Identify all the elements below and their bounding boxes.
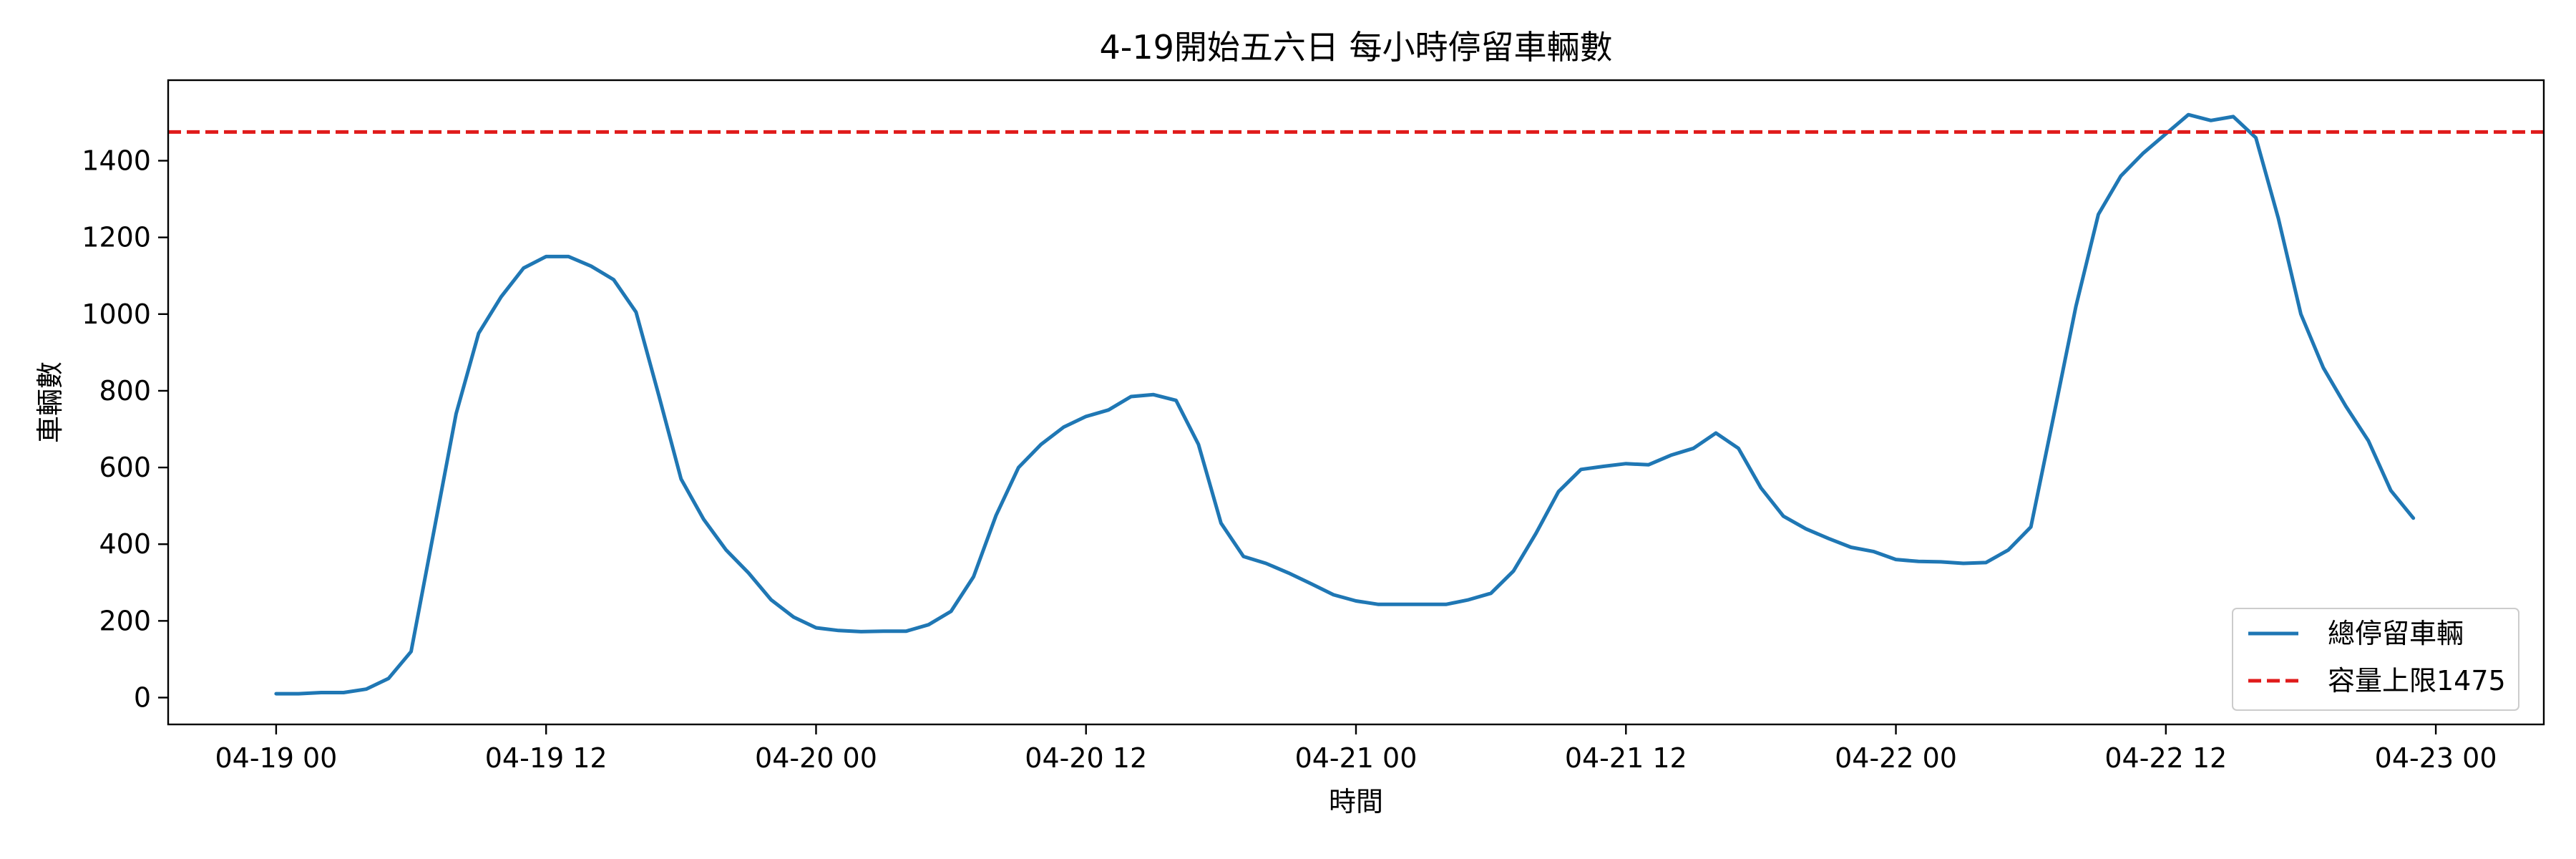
x-axis-ticks: 04-19 00 04-19 12 04-20 00 04-20 12 04-21 00… (215, 724, 2497, 774)
x-tick-label: 04-21 12 (1565, 742, 1687, 774)
y-tick-label: 1000 (82, 299, 151, 330)
y-tick-label: 800 (99, 375, 151, 407)
x-axis-label: 時間 (1329, 786, 1383, 817)
y-tick-label: 200 (99, 605, 151, 636)
series-layer (168, 112, 2544, 696)
y-tick-label: 1200 (82, 222, 151, 253)
y-tick-label: 1400 (82, 145, 151, 177)
x-tick-label: 04-20 12 (1025, 742, 1147, 774)
chart-title: 4-19開始五六日 每小時停留車輛數 (1099, 28, 1612, 67)
legend-box (2232, 608, 2519, 711)
y-tick-label: 600 (99, 452, 151, 483)
y-tick-label: 400 (99, 528, 151, 560)
legend-label-total-parked: 總停留車輛 (2328, 618, 2464, 649)
y-axis-label: 車輛數 (34, 361, 66, 443)
y-axis-ticks: 0 200 400 600 800 1000 1200 1400 (82, 145, 168, 714)
plot-frame (167, 79, 2545, 726)
x-tick-label: 04-19 00 (215, 742, 337, 774)
y-tick-label: 0 (134, 682, 151, 714)
series-line-total-parked (274, 112, 2416, 696)
x-tick-label: 04-22 00 (1835, 742, 1957, 774)
legend-label-capacity: 容量上限1475 (2328, 665, 2506, 697)
x-tick-label: 04-20 00 (755, 742, 877, 774)
x-tick-label: 04-21 00 (1295, 742, 1418, 774)
x-tick-label: 04-23 00 (2375, 742, 2497, 774)
x-tick-label: 04-22 12 (2104, 742, 2227, 774)
legend: 總停留車輛 容量上限1475 (2232, 608, 2519, 711)
x-tick-label: 04-19 12 (485, 742, 608, 774)
plot-content (168, 112, 2544, 696)
